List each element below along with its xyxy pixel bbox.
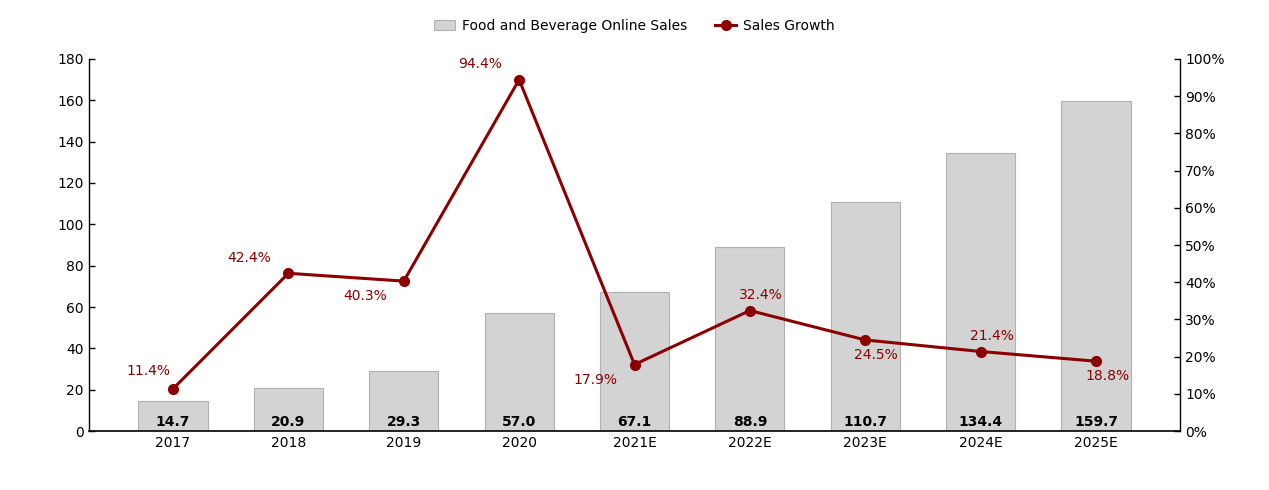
Legend: Food and Beverage Online Sales, Sales Growth: Food and Beverage Online Sales, Sales Gr…: [429, 14, 840, 39]
Bar: [716, 247, 784, 431]
Text: 110.7: 110.7: [843, 415, 887, 429]
Text: 42.4%: 42.4%: [227, 251, 272, 265]
Text: 21.4%: 21.4%: [970, 329, 1014, 343]
Bar: [138, 401, 208, 431]
Bar: [945, 153, 1015, 431]
Text: 32.4%: 32.4%: [739, 288, 783, 302]
Text: 14.7: 14.7: [156, 415, 190, 429]
Text: 24.5%: 24.5%: [854, 348, 898, 362]
Text: 88.9: 88.9: [732, 415, 766, 429]
Bar: [831, 202, 900, 431]
Text: 159.7: 159.7: [1074, 415, 1118, 429]
Bar: [1061, 101, 1131, 431]
Bar: [600, 293, 669, 431]
Bar: [254, 388, 324, 431]
Text: 29.3: 29.3: [387, 415, 421, 429]
Bar: [369, 370, 438, 431]
Text: 67.1: 67.1: [618, 415, 651, 429]
Text: 20.9: 20.9: [272, 415, 306, 429]
Text: 11.4%: 11.4%: [126, 364, 170, 378]
Text: 57.0: 57.0: [503, 415, 537, 429]
Text: 94.4%: 94.4%: [458, 57, 503, 72]
Text: 40.3%: 40.3%: [343, 290, 387, 303]
Text: 18.8%: 18.8%: [1085, 369, 1129, 383]
Text: 17.9%: 17.9%: [574, 373, 618, 387]
Text: 134.4: 134.4: [958, 415, 1003, 429]
Bar: [485, 313, 553, 431]
